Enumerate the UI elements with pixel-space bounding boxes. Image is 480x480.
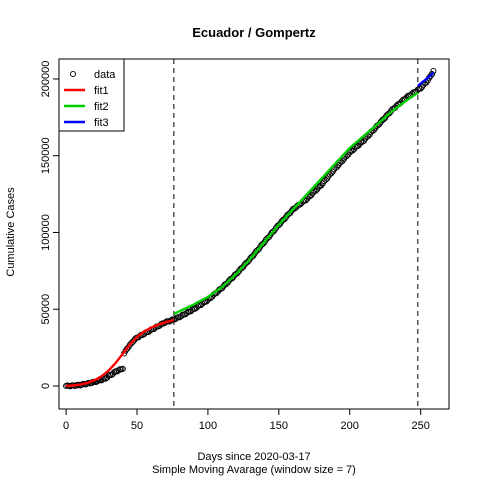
y-axis-label: Cumulative Cases [5,187,17,277]
x-axis-sublabel: Simple Moving Avarage (window size = 7) [152,464,356,476]
y-tick-label: 200000 [40,61,52,98]
x-tick-label: 250 [411,420,429,432]
data-point [119,365,126,372]
plot-frame [58,58,450,410]
legend-marker-data [69,70,77,78]
data-point [244,258,251,266]
data-point [260,240,267,247]
data-point [124,345,131,352]
series-line-fit2 [173,91,419,315]
data-point [328,170,335,177]
x-tick-label: 50 [131,420,143,432]
y-tick-label: 0 [40,383,52,389]
x-tick-label: 150 [270,420,288,432]
data-point [281,216,288,223]
legend-label: data [94,69,116,81]
data-point [414,86,421,93]
legend-box [58,58,125,132]
chart-title: Ecuador / Gompertz [192,25,316,40]
data-point [333,163,341,170]
x-tick-label: 100 [199,420,217,432]
data-point [380,116,387,123]
data-point [427,72,434,80]
plot-area: 0 50 100 150 200 250 0 50000 100000 150000 200000 d… [40,58,450,432]
data-point [275,222,282,229]
data-point [115,367,122,374]
legend-label: fit2 [94,101,109,113]
series-line-fit1 [66,318,175,388]
x-axis-label: Days since 2020-03-17 [197,451,310,463]
y-tick-label: 150000 [40,137,52,174]
y-tick-label: 50000 [40,294,52,325]
y-tick-label: 100000 [40,214,52,251]
x-tick-label: 200 [341,420,359,432]
legend-label: fit3 [94,117,109,129]
data-point [386,110,393,117]
series-line-fit3 [417,71,435,87]
legend-label: fit1 [94,85,109,97]
x-tick-label: 0 [63,420,69,432]
data-point [322,176,329,183]
data-point [428,71,436,78]
data-point [417,85,424,92]
